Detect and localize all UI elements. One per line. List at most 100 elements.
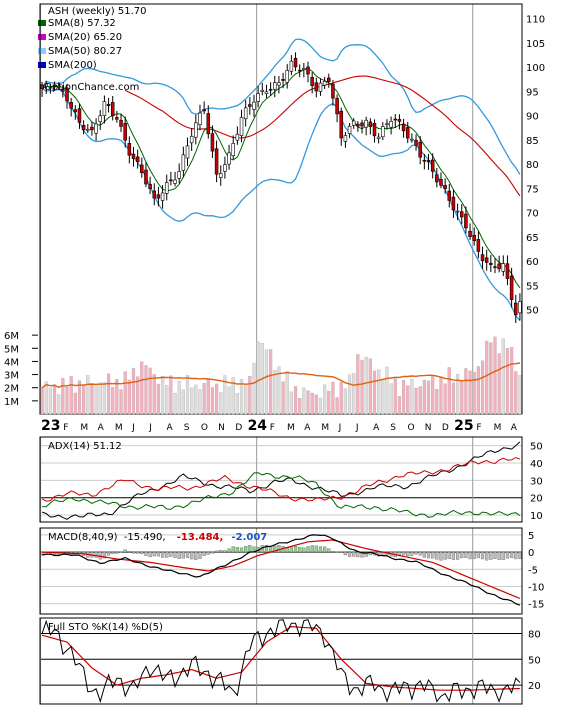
macd-label: MACD(8,40,9) -15.490, -13.484, -2.007 [48,532,267,543]
candle-body [152,190,157,199]
volume-bar [256,341,260,415]
month-label: A [167,423,174,433]
candle-body [177,171,181,179]
macd-histogram-bar [318,546,323,553]
candle-body [210,133,215,152]
macd-histogram-bar [210,551,215,554]
adx-line [41,441,521,520]
candle-body [459,211,464,218]
macd-histogram-bar [293,546,298,553]
macd-histogram-bar [94,551,98,558]
macd-histogram-bar [364,551,368,557]
macd-histogram-bar [177,551,181,559]
macd-histogram-bar [302,547,306,553]
candle-body [160,192,165,201]
legend-entry: SMA(50) 80.27 [48,46,122,57]
volume-bar [190,387,194,415]
macd-histogram-bar [510,551,514,559]
volume-bar [239,379,244,415]
macd-histogram-bar [410,551,414,556]
volume-bar [73,392,77,415]
candle-body [339,110,344,139]
candle-body [401,123,406,132]
candle-body [48,86,53,89]
candle-body [509,275,514,300]
candle-body [268,88,273,91]
macd-histogram-bar [140,551,144,554]
candle-body [435,174,439,183]
volume-bar [335,397,339,415]
volume-bar [281,381,285,415]
volume-bar [144,365,148,415]
candle-body [90,126,94,131]
sto-tick-label: 20 [528,681,541,692]
macd-histogram-bar [460,551,464,559]
volume-bar [65,386,69,415]
candle-body [123,123,127,141]
macd-histogram-bar [431,551,435,559]
macd-histogram-bar [501,551,505,561]
price-panel: 110 105 100 95 90 85 80 75 70 65 60 55 50 SMA(8) 57.3… [38,3,545,415]
month-label: M [80,423,88,433]
volume-bar [123,371,127,415]
macd-histogram-bar [472,551,476,559]
volume-bar [368,358,372,415]
macd-histogram-bar [194,551,198,560]
price-tick-label: 100 [526,63,545,74]
macd-histogram-bar [343,551,348,556]
macd-histogram-bar [505,551,510,559]
macd-histogram-bar [447,551,451,559]
candle-body [235,133,240,141]
price-tick-label: 60 [526,257,539,268]
macd-histogram-bar [119,551,123,553]
month-label: A [373,423,380,433]
candle-body [231,143,235,157]
candle-body [327,77,331,82]
plus-di-line [41,456,521,502]
volume-bar [181,389,185,415]
volume-bar [223,375,227,415]
candle-body [351,120,356,126]
candle-body [430,159,435,172]
volume-bar [48,387,52,415]
stochastic-panel: 80 50 20 [39,617,541,705]
macd-histogram-bar [468,551,472,560]
volume-bar [140,361,144,415]
macd-tick-label: 0 [528,548,534,559]
candle-body [214,148,219,175]
volume-bar [244,383,248,415]
volume-bar [177,380,181,415]
volume-bar [447,367,451,415]
candle-body [131,153,136,159]
candle-body [331,83,335,99]
volume-bar [410,379,414,415]
volume-bar [510,347,514,415]
volume-bar [451,382,456,415]
macd-hist-value: -2.007 [231,532,267,543]
volume-bar [86,375,90,415]
volume-bar [493,336,497,415]
candle-body [260,89,265,92]
macd-histogram-bar [214,550,219,553]
volume-bar [148,367,152,415]
sma8-line [41,68,521,289]
volume-bar [377,369,381,415]
macd-histogram-bar [347,551,352,557]
macd-histogram-bar [451,551,456,560]
volume-bar [381,379,385,415]
legend-entry: SMA(8) 57.32 [48,18,116,29]
candle-body [281,78,285,81]
volume-bar [426,380,431,415]
candle-body [77,108,82,123]
candle-body [297,69,302,72]
price-legend: SMA(8) 57.32 SMA(20) 65.20 SMA(50) 80.27 SM… [38,18,122,71]
volume-bar [393,378,397,415]
candle-body [181,154,186,171]
volume-panel: 6M 5M 4M 3M 2M 1M [4,331,522,415]
candle-body [418,141,422,158]
candle-body [52,84,57,88]
volume-bar [418,386,422,415]
sma50-line [124,75,521,197]
volume-bar [385,366,389,415]
month-label: S [390,423,396,433]
